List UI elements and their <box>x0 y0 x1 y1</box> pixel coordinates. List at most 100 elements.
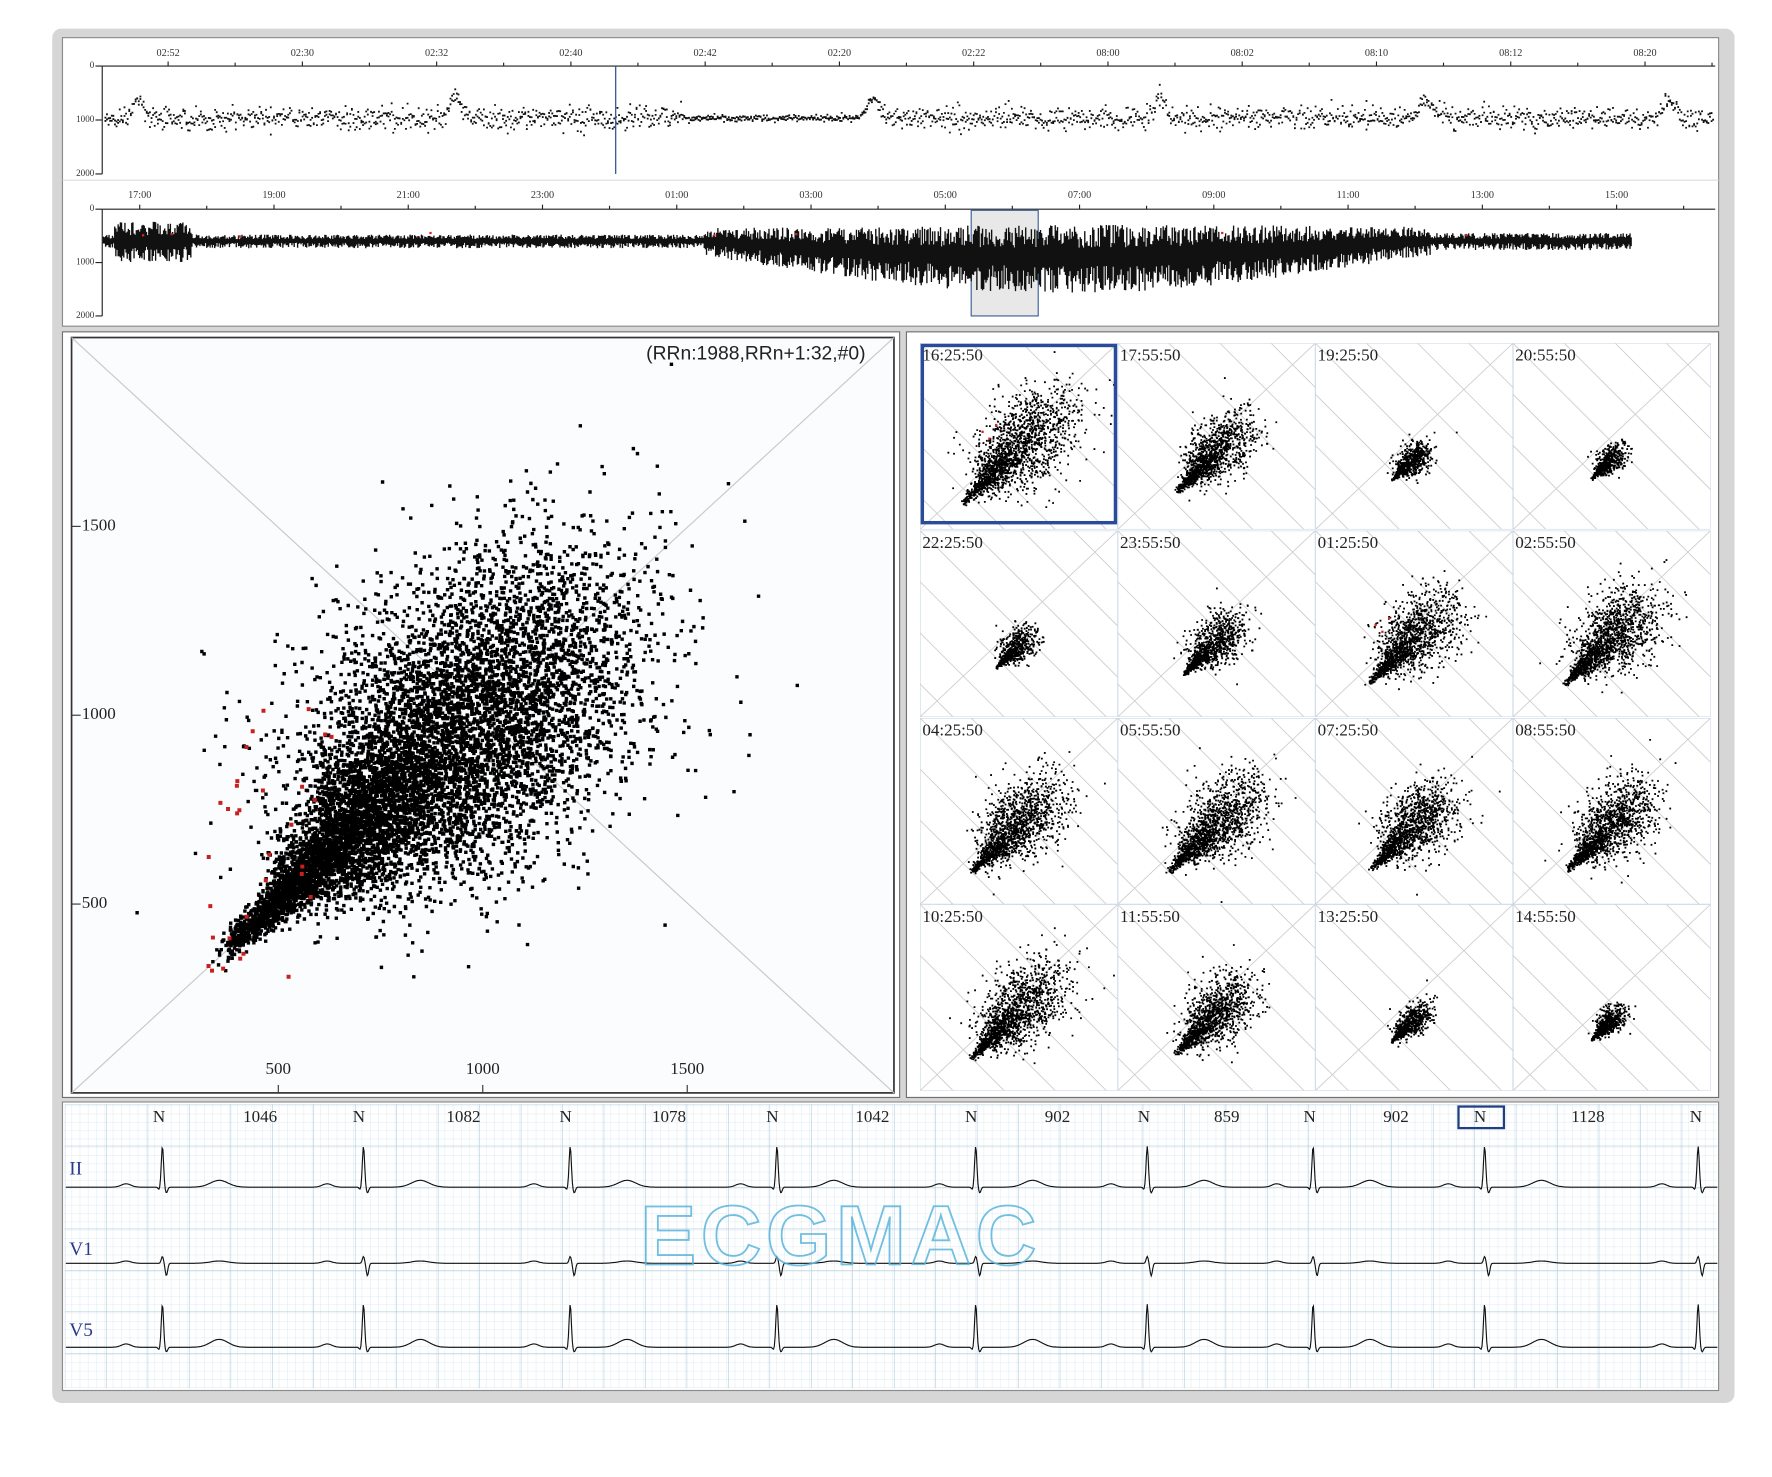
thumbnail-cloud <box>1166 944 1271 1064</box>
thumbnail-cloud <box>1386 431 1458 484</box>
time-label: 08:20 <box>1633 48 1656 59</box>
thumbnail <box>1315 718 1514 905</box>
thumbnail-cloud <box>1587 438 1633 481</box>
thumbnail-diagonals <box>1513 904 1711 1091</box>
time-label: 21:00 <box>397 190 420 201</box>
time-label: 08:00 <box>1096 48 1119 59</box>
x-tick-label: 1500 <box>670 1059 704 1078</box>
thumbnail-cloud <box>1587 1001 1637 1042</box>
thumbnail <box>1117 718 1316 905</box>
time-label: 08:10 <box>1365 48 1388 59</box>
thumbnail-cloud <box>947 351 1117 509</box>
thumbnail-ectopic <box>1374 616 1391 633</box>
thumbnail <box>1315 343 1514 530</box>
thumbnail-time: 17:55:50 <box>1120 346 1181 365</box>
beat-label: N <box>766 1107 778 1126</box>
thumbnail-cloud <box>1363 570 1488 691</box>
time-label: 02:30 <box>291 48 314 59</box>
beat-label: N <box>1690 1107 1702 1126</box>
time-label: 02:40 <box>559 48 582 59</box>
scatter-readout: (RRn:1988,RRn+1:32,#0) <box>646 344 865 365</box>
beat-label: N <box>353 1107 365 1126</box>
time-label: 07:00 <box>1068 190 1091 201</box>
lead-label: II <box>69 1159 82 1180</box>
time-label: 23:00 <box>531 190 554 201</box>
x-tick-label: 500 <box>266 1059 292 1078</box>
time-label: 11:00 <box>1337 190 1360 201</box>
ecg-trace <box>65 1255 1718 1278</box>
time-label: 15:00 <box>1605 190 1628 201</box>
thumbnail <box>1513 904 1711 1091</box>
thumbnail-cloud <box>1539 559 1688 694</box>
thumbnail-time: 16:25:50 <box>922 346 983 365</box>
y-tick-label: 0 <box>90 60 95 70</box>
thumbnail-time: 08:55:50 <box>1515 721 1576 740</box>
thumbnail <box>1513 530 1711 717</box>
thumbnail-cloud <box>994 620 1045 670</box>
thumbnail-ectopic <box>981 423 998 440</box>
y-tick-label: 1000 <box>76 257 95 267</box>
rr-interval: 902 <box>1045 1107 1071 1126</box>
x-tick-label: 1000 <box>466 1059 500 1078</box>
selected-beat <box>1457 1105 1506 1130</box>
time-label: 09:00 <box>1202 190 1225 201</box>
thumbnail-time: 14:55:50 <box>1515 907 1576 926</box>
thumbnail <box>1513 343 1711 530</box>
thumbnail <box>1117 343 1316 530</box>
lead-label: V1 <box>69 1239 93 1260</box>
thumbnail-time: 04:25:50 <box>922 721 983 740</box>
thumbnail <box>920 530 1118 717</box>
rr-interval: 859 <box>1214 1107 1240 1126</box>
beat-label: N <box>1304 1107 1316 1126</box>
beat-label: N <box>153 1107 165 1126</box>
beat-label: N <box>1474 1107 1486 1126</box>
beat-label: N <box>560 1107 572 1126</box>
time-label: 08:12 <box>1499 48 1522 59</box>
rr-scatter-cloud <box>135 362 799 979</box>
time-label: 08:02 <box>1231 48 1254 59</box>
trend-panel <box>61 37 1720 327</box>
thumbnail <box>1513 718 1711 905</box>
thumbnail-cloud <box>1161 747 1297 903</box>
thumbnail-time: 02:55:50 <box>1515 533 1576 552</box>
time-label: 17:00 <box>128 190 151 201</box>
time-label: 02:22 <box>962 48 985 59</box>
ecg-grid <box>64 1104 1718 1389</box>
rr-interval: 902 <box>1383 1107 1409 1126</box>
thumbnail-cloud <box>949 927 1115 1065</box>
overview-rr-trace <box>104 83 1715 137</box>
trend-divider <box>62 179 1719 181</box>
thumbnail-cloud <box>1544 738 1677 884</box>
full-rr-trace <box>102 221 1632 293</box>
time-label: 02:32 <box>425 48 448 59</box>
y-tick-label: 2000 <box>76 310 95 320</box>
rr-interval: 1046 <box>243 1107 277 1126</box>
thumbnail <box>920 904 1118 1091</box>
selected-thumbnail <box>920 343 1118 525</box>
thumbnail-cloud <box>966 751 1106 896</box>
thumbnail-cloud <box>1387 979 1439 1048</box>
thumbnail <box>1117 904 1316 1091</box>
thumbnail-time: 19:25:50 <box>1318 346 1379 365</box>
lead-label: V5 <box>69 1320 93 1341</box>
thumbnail <box>920 718 1118 905</box>
rr-interval: 1078 <box>652 1107 686 1126</box>
thumbnail <box>1117 530 1316 717</box>
rr-interval: 1082 <box>446 1107 480 1126</box>
rr-interval: 1128 <box>1571 1107 1604 1126</box>
thumbnail-time: 13:25:50 <box>1318 907 1379 926</box>
y-tick-label: 1000 <box>76 114 95 124</box>
thumbnail-time: 23:55:50 <box>1120 533 1181 552</box>
thumbnail <box>1315 904 1514 1091</box>
thumbnail-time: 11:55:50 <box>1120 907 1180 926</box>
thumbnail-cloud <box>1173 587 1263 686</box>
y-tick-label: 1000 <box>82 704 116 723</box>
time-label: 02:20 <box>828 48 851 59</box>
thumbnail-time: 22:25:50 <box>922 533 983 552</box>
thumbnail-time: 01:25:50 <box>1318 533 1379 552</box>
thumbnail <box>1315 530 1514 717</box>
y-tick-label: 500 <box>82 893 108 912</box>
y-tick-label: 2000 <box>76 168 95 178</box>
